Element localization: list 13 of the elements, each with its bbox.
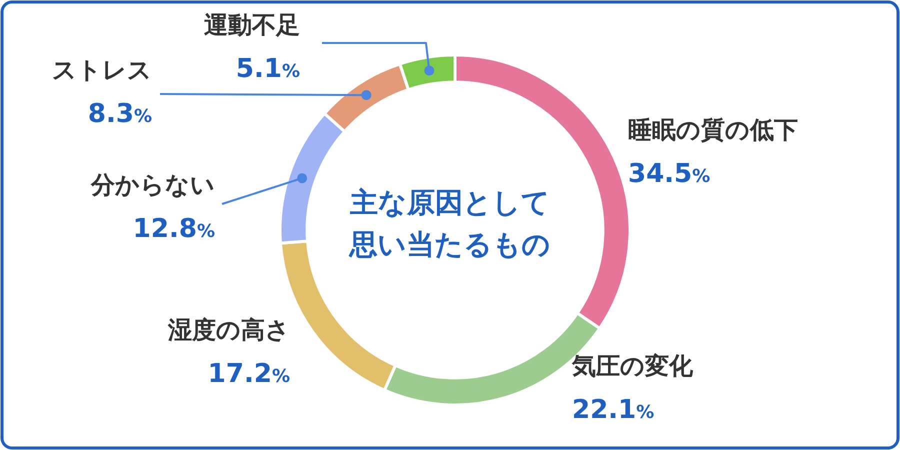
data-label: 12.8%: [132, 214, 215, 244]
data-label: 17.2%: [208, 359, 290, 389]
slice-label: 睡眠の質の低下: [628, 116, 798, 144]
text: 主な原因として思い当たるもの: [348, 186, 550, 261]
slice-label: 気圧の変化: [571, 352, 694, 380]
data-label: 22.1%: [572, 395, 654, 425]
slice-label: 分からない: [90, 171, 215, 199]
slice-label: 湿度の高さ: [167, 316, 290, 344]
data-label: 5.1%: [236, 54, 300, 84]
slice-label: ストレス: [52, 56, 152, 84]
data-label: 8.3%: [88, 99, 152, 129]
data-label: 34.5%: [628, 159, 710, 189]
slice-label: 運動不足: [204, 11, 300, 39]
